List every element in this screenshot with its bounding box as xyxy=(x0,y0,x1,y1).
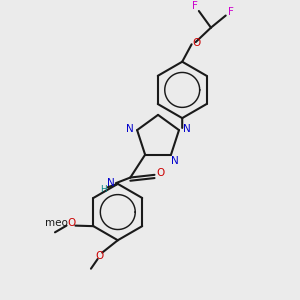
Text: N: N xyxy=(171,156,179,166)
Text: O: O xyxy=(192,38,201,48)
Text: N: N xyxy=(183,124,190,134)
Text: F: F xyxy=(192,1,198,11)
Text: O: O xyxy=(95,251,104,261)
Text: O: O xyxy=(156,169,164,178)
Text: N: N xyxy=(107,178,115,188)
Text: H: H xyxy=(100,184,107,194)
Text: meo: meo xyxy=(45,218,68,229)
Text: N: N xyxy=(126,124,134,134)
Text: O: O xyxy=(67,218,75,229)
Text: F: F xyxy=(228,7,233,17)
